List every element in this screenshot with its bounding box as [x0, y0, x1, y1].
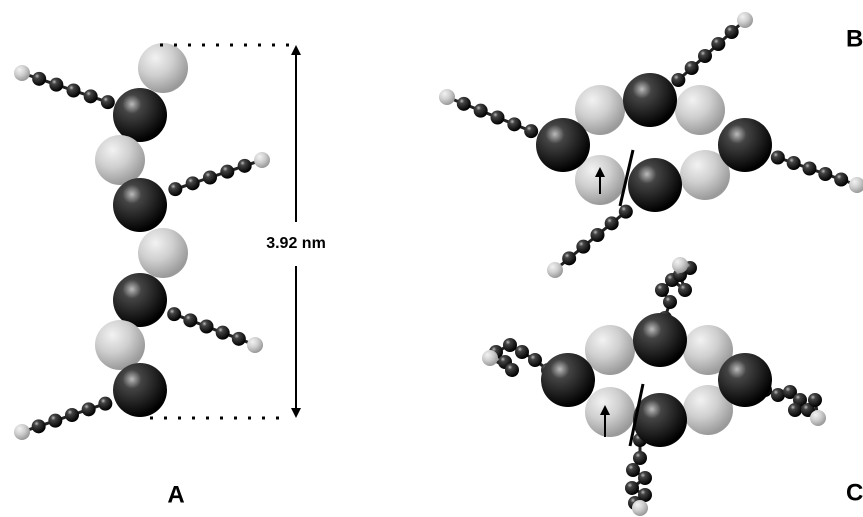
dark-sphere — [803, 162, 817, 176]
dark-sphere — [628, 158, 682, 212]
dark-sphere — [623, 73, 677, 127]
dark-sphere — [503, 338, 517, 352]
dark-sphere — [491, 111, 505, 125]
panel-label: B — [846, 25, 863, 52]
dark-sphere — [113, 363, 167, 417]
dark-sphere — [167, 307, 181, 321]
dark-sphere — [474, 104, 488, 118]
dark-sphere — [32, 72, 46, 86]
dark-sphere — [562, 251, 576, 265]
dark-sphere — [505, 363, 519, 377]
dark-sphere — [48, 414, 62, 428]
panel-label: C — [846, 479, 863, 506]
dark-sphere — [507, 117, 521, 131]
dark-sphere — [216, 326, 230, 340]
light-sphere — [95, 135, 145, 185]
dark-sphere — [725, 25, 739, 39]
dark-sphere — [67, 84, 81, 98]
light-sphere — [632, 500, 648, 516]
dark-sphere — [718, 118, 772, 172]
dark-sphere — [711, 37, 725, 51]
dark-sphere — [591, 228, 605, 242]
dark-sphere — [84, 89, 98, 103]
dark-sphere — [101, 95, 115, 109]
dark-sphere — [541, 353, 595, 407]
light-sphere — [14, 424, 30, 440]
dark-sphere — [671, 73, 685, 87]
dark-sphere — [625, 481, 639, 495]
dark-sphere — [49, 78, 63, 92]
dark-sphere — [576, 240, 590, 254]
dark-sphere — [771, 151, 785, 165]
light-sphere — [849, 177, 863, 193]
light-sphere — [138, 43, 188, 93]
dark-sphere — [220, 165, 234, 179]
molecules — [14, 12, 863, 516]
dark-sphere — [626, 463, 640, 477]
dark-sphere — [834, 173, 848, 187]
dark-sphere — [536, 118, 590, 172]
dark-sphere — [788, 403, 802, 417]
dark-sphere — [168, 182, 182, 196]
dark-sphere — [113, 88, 167, 142]
light-sphere — [439, 89, 455, 105]
light-sphere — [254, 152, 270, 168]
dark-sphere — [113, 273, 167, 327]
dark-sphere — [203, 171, 217, 185]
light-sphere — [95, 320, 145, 370]
figure: 3.92 nm A B C — [0, 0, 863, 517]
dark-sphere — [232, 332, 246, 346]
light-sphere — [138, 228, 188, 278]
light-sphere — [14, 65, 30, 81]
light-sphere — [737, 12, 753, 28]
dark-sphere — [818, 167, 832, 181]
dark-sphere — [663, 295, 677, 309]
dark-sphere — [524, 124, 538, 138]
dark-sphere — [678, 283, 692, 297]
distance-label: 3.92 nm — [266, 235, 326, 252]
light-sphere — [672, 257, 688, 273]
dark-sphere — [633, 393, 687, 447]
dark-sphere — [787, 156, 801, 170]
dark-sphere — [633, 451, 647, 465]
dark-sphere — [808, 393, 822, 407]
dark-sphere — [528, 353, 542, 367]
light-sphere — [810, 410, 826, 426]
dark-sphere — [605, 216, 619, 230]
dark-sphere — [771, 388, 785, 402]
dark-sphere — [65, 408, 79, 422]
dark-sphere — [82, 402, 96, 416]
light-sphere — [585, 325, 635, 375]
dark-sphere — [685, 61, 699, 75]
light-sphere — [547, 262, 563, 278]
light-sphere — [247, 337, 263, 353]
dark-sphere — [200, 320, 214, 334]
dark-sphere — [515, 345, 529, 359]
dark-sphere — [457, 97, 471, 111]
dark-sphere — [655, 283, 669, 297]
dark-sphere — [186, 176, 200, 190]
dark-sphere — [698, 49, 712, 63]
panel-label: A — [167, 481, 184, 508]
dark-sphere — [32, 419, 46, 433]
light-sphere — [585, 387, 635, 437]
dark-sphere — [113, 178, 167, 232]
light-sphere — [482, 350, 498, 366]
light-sphere — [675, 85, 725, 135]
dark-sphere — [183, 313, 197, 327]
dark-sphere — [238, 159, 252, 173]
dark-sphere — [718, 353, 772, 407]
dark-sphere — [633, 313, 687, 367]
dark-sphere — [619, 205, 633, 219]
dark-sphere — [98, 397, 112, 411]
dark-sphere — [638, 471, 652, 485]
